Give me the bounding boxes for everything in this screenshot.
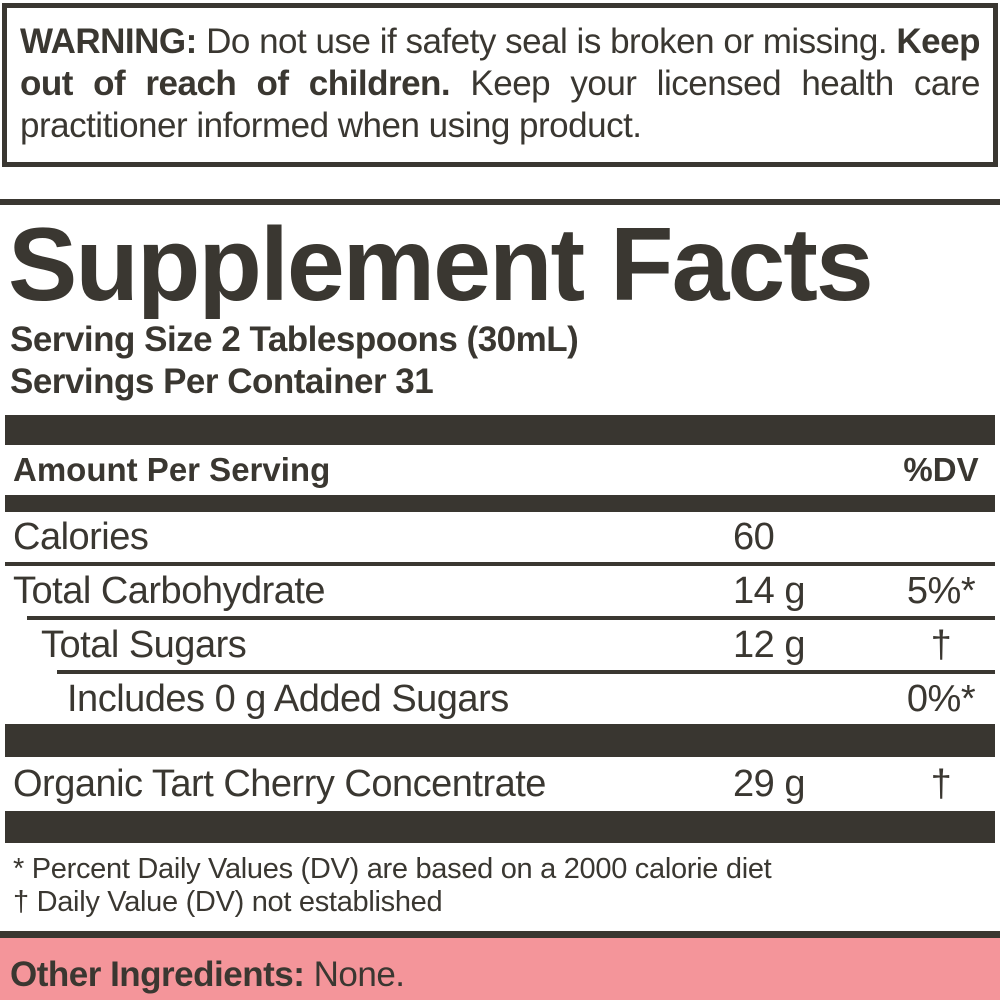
- supplement-facts-panel: Supplement Facts Serving Size 2 Tablespo…: [0, 199, 1000, 919]
- row-name: Organic Tart Cherry Concentrate: [13, 762, 546, 805]
- other-ingredients-label: Other Ingredients:: [10, 955, 305, 994]
- divider-bar: [5, 415, 995, 445]
- row-name: Includes 0 g Added Sugars: [67, 677, 509, 720]
- row-name: Total Carbohydrate: [13, 569, 326, 612]
- warning-bold-2: Keep out of reach of children.: [20, 22, 980, 103]
- row-dv: 5%*: [906, 569, 976, 612]
- dv-header: %DV: [903, 451, 979, 488]
- table-row-tart-cherry-concentrate: Organic Tart Cherry Concentrate 29 g †: [5, 757, 995, 811]
- row-amount: 29 g: [733, 762, 805, 805]
- row-separator: [5, 562, 995, 566]
- table-row-total-sugars: Total Sugars 12 g †: [5, 620, 995, 670]
- servings-per-container: Servings Per Container 31: [10, 362, 434, 401]
- panel-top-rule: [0, 199, 1000, 205]
- footnotes: * Percent Daily Values (DV) are based on…: [5, 843, 995, 919]
- table-header-row: Amount Per Serving %DV: [5, 445, 995, 495]
- row-name: Total Sugars: [41, 623, 247, 666]
- warning-label: WARNING:: [20, 22, 197, 61]
- spacer: [0, 167, 1000, 199]
- footnote-percent-dv: * Percent Daily Values (DV) are based on…: [13, 853, 772, 885]
- panel-title: Supplement Facts: [8, 211, 874, 319]
- table-row-total-carbohydrate: Total Carbohydrate 14 g 5%*: [5, 566, 995, 616]
- table-row-calories: Calories 60: [5, 512, 995, 562]
- row-separator: [27, 616, 995, 620]
- footnote-dagger: † Daily Value (DV) not established: [13, 886, 443, 918]
- row-dv: †: [930, 762, 952, 805]
- table-row-added-sugars: Includes 0 g Added Sugars 0%*: [5, 674, 995, 724]
- row-dv: 0%*: [906, 677, 976, 720]
- warning-box: WARNING: Do not use if safety seal is br…: [2, 3, 998, 167]
- warning-text-1: Do not use if safety seal is broken or m…: [206, 22, 888, 61]
- row-amount: 12 g: [733, 623, 805, 666]
- amount-per-serving-header: Amount Per Serving: [13, 451, 331, 488]
- row-name: Calories: [13, 515, 149, 558]
- row-amount: 60: [733, 515, 775, 558]
- divider-bar: [5, 724, 995, 757]
- divider-bar: [5, 811, 995, 843]
- serving-size: Serving Size 2 Tablespoons (30mL): [10, 320, 579, 359]
- other-ingredients-value: None.: [313, 955, 405, 994]
- row-amount: 14 g: [733, 569, 805, 612]
- row-separator: [57, 670, 995, 674]
- divider-bar: [5, 495, 995, 512]
- other-ingredients-section: Other Ingredients: None.: [0, 931, 1000, 1000]
- warning-text-2: Keep your licensed health care practitio…: [20, 64, 981, 145]
- row-dv: †: [930, 623, 952, 666]
